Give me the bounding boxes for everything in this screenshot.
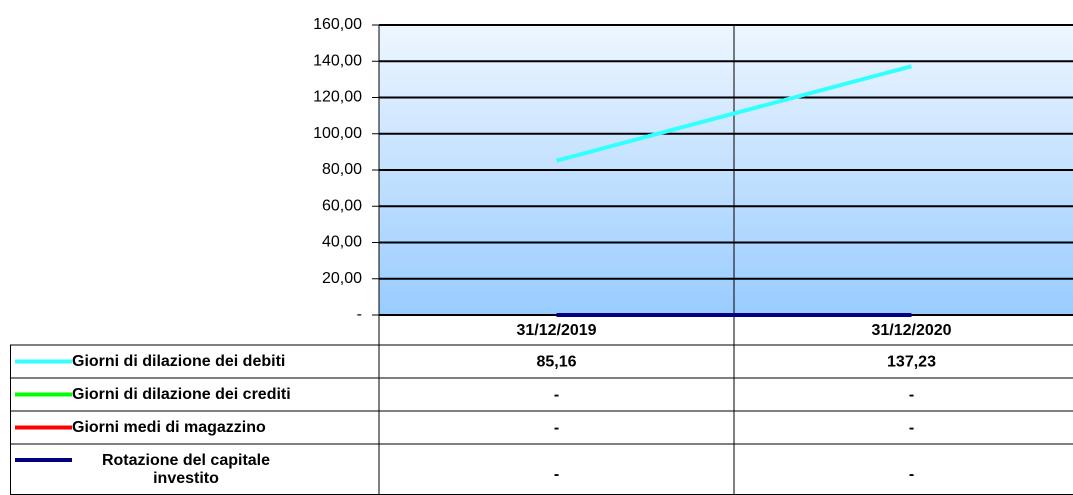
legend-label-box: Giorni di dilazione dei crediti xyxy=(72,386,291,403)
data-label: 137,23 xyxy=(887,354,936,371)
y-tick-label: 140,00 xyxy=(313,52,362,69)
y-tick-label: 100,00 xyxy=(313,125,362,142)
y-tick-label: 120,00 xyxy=(313,89,362,106)
legend-label-box: Giorni medi di magazzino xyxy=(72,419,266,436)
legend-label-box: Giorni di dilazione dei debiti xyxy=(72,353,286,370)
y-tick-label: 80,00 xyxy=(322,161,362,178)
legend-label-box: Rotazione del capitale investito xyxy=(101,452,271,487)
series-line xyxy=(555,64,913,163)
y-tick-label: 60,00 xyxy=(322,197,362,214)
data-label: - xyxy=(554,387,559,404)
x-tick-label: 31/12/2020 xyxy=(871,322,951,339)
data-label: - xyxy=(909,466,914,483)
data-label: - xyxy=(909,420,914,437)
y-tick-label: 20,00 xyxy=(322,270,362,287)
x-tick-label: 31/12/2019 xyxy=(516,322,596,339)
data-label: - xyxy=(554,420,559,437)
y-tick-label: - xyxy=(357,306,362,323)
data-label: 85,16 xyxy=(536,354,576,371)
data-label: - xyxy=(909,387,914,404)
legend-label: Rotazione del capitale investito xyxy=(101,452,271,487)
legend-label: Giorni di dilazione dei debiti xyxy=(72,353,286,370)
legend-label: Giorni medi di magazzino xyxy=(72,419,266,436)
y-tick-label: 160,00 xyxy=(313,16,362,33)
data-label: - xyxy=(554,466,559,483)
legend-label: Giorni di dilazione dei crediti xyxy=(72,386,291,403)
y-tick-label: 40,00 xyxy=(322,234,362,251)
